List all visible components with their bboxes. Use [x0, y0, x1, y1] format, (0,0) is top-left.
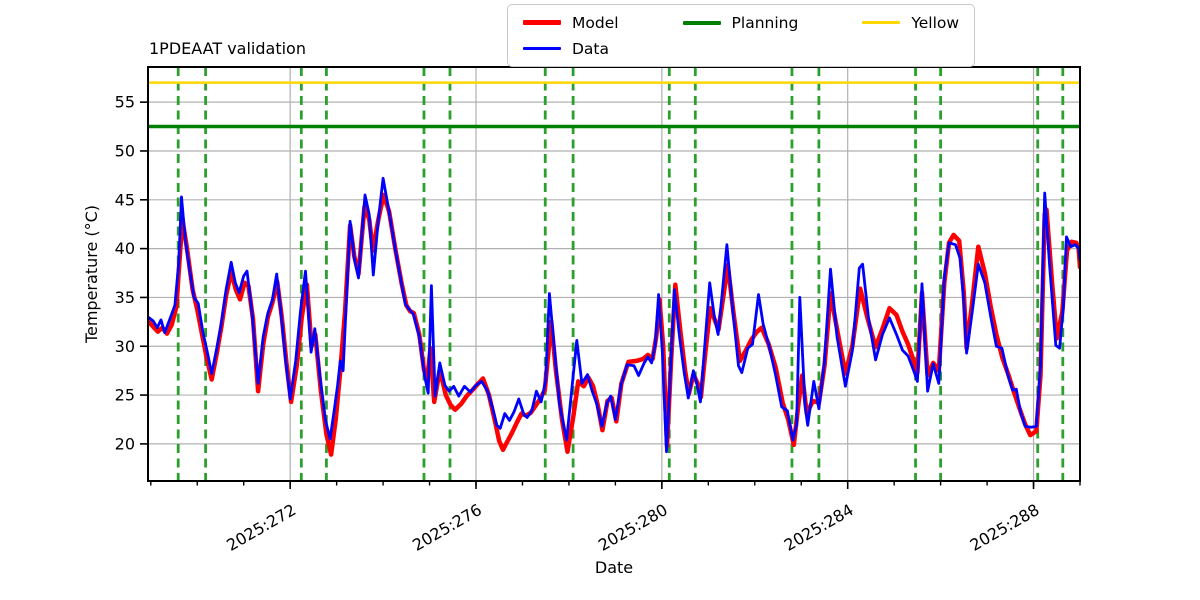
y-tick-label: 25 — [115, 386, 135, 405]
chart-title: 1PDEAAT validation — [149, 39, 306, 58]
x-axis-label: Date — [595, 558, 633, 577]
y-tick-label: 50 — [115, 141, 135, 160]
legend-label-planning: Planning — [731, 13, 799, 32]
y-tick-label: 40 — [115, 239, 135, 258]
legend-item-data: Data — [523, 40, 619, 58]
x-tick-label: 2025:284 — [781, 500, 857, 555]
legend-label-model: Model — [572, 13, 619, 32]
x-tick-label: 2025:276 — [409, 500, 485, 555]
y-tick-label: 35 — [115, 288, 135, 307]
plot-border — [147, 66, 1081, 482]
legend-item-model: Model — [523, 14, 619, 32]
series-group — [148, 176, 1080, 457]
legend-item-planning: Planning — [682, 13, 799, 32]
y-tick-label: 30 — [115, 337, 135, 356]
y-axis-label: Temperature (°C) — [82, 205, 101, 344]
x-tick-label: 2025:272 — [223, 500, 299, 555]
legend-item-yellow: Yellow — [862, 14, 959, 32]
yellow-line-swatch — [862, 21, 901, 24]
y-tick-label: 20 — [115, 434, 135, 453]
x-tick-label: 2025:288 — [967, 500, 1043, 555]
x-tick-label: 2025:280 — [595, 500, 671, 555]
data-line — [148, 176, 1080, 454]
model-line-swatch — [523, 20, 561, 25]
legend-label-data: Data — [572, 39, 610, 58]
model-line — [148, 192, 1080, 457]
legend: Model Data Planning Yellow — [507, 4, 976, 67]
legend-label-yellow: Yellow — [911, 13, 960, 32]
y-tick-label: 55 — [115, 93, 135, 112]
y-tick-label: 45 — [115, 190, 135, 209]
planning-line-swatch — [682, 20, 721, 25]
data-line-swatch — [523, 47, 561, 50]
